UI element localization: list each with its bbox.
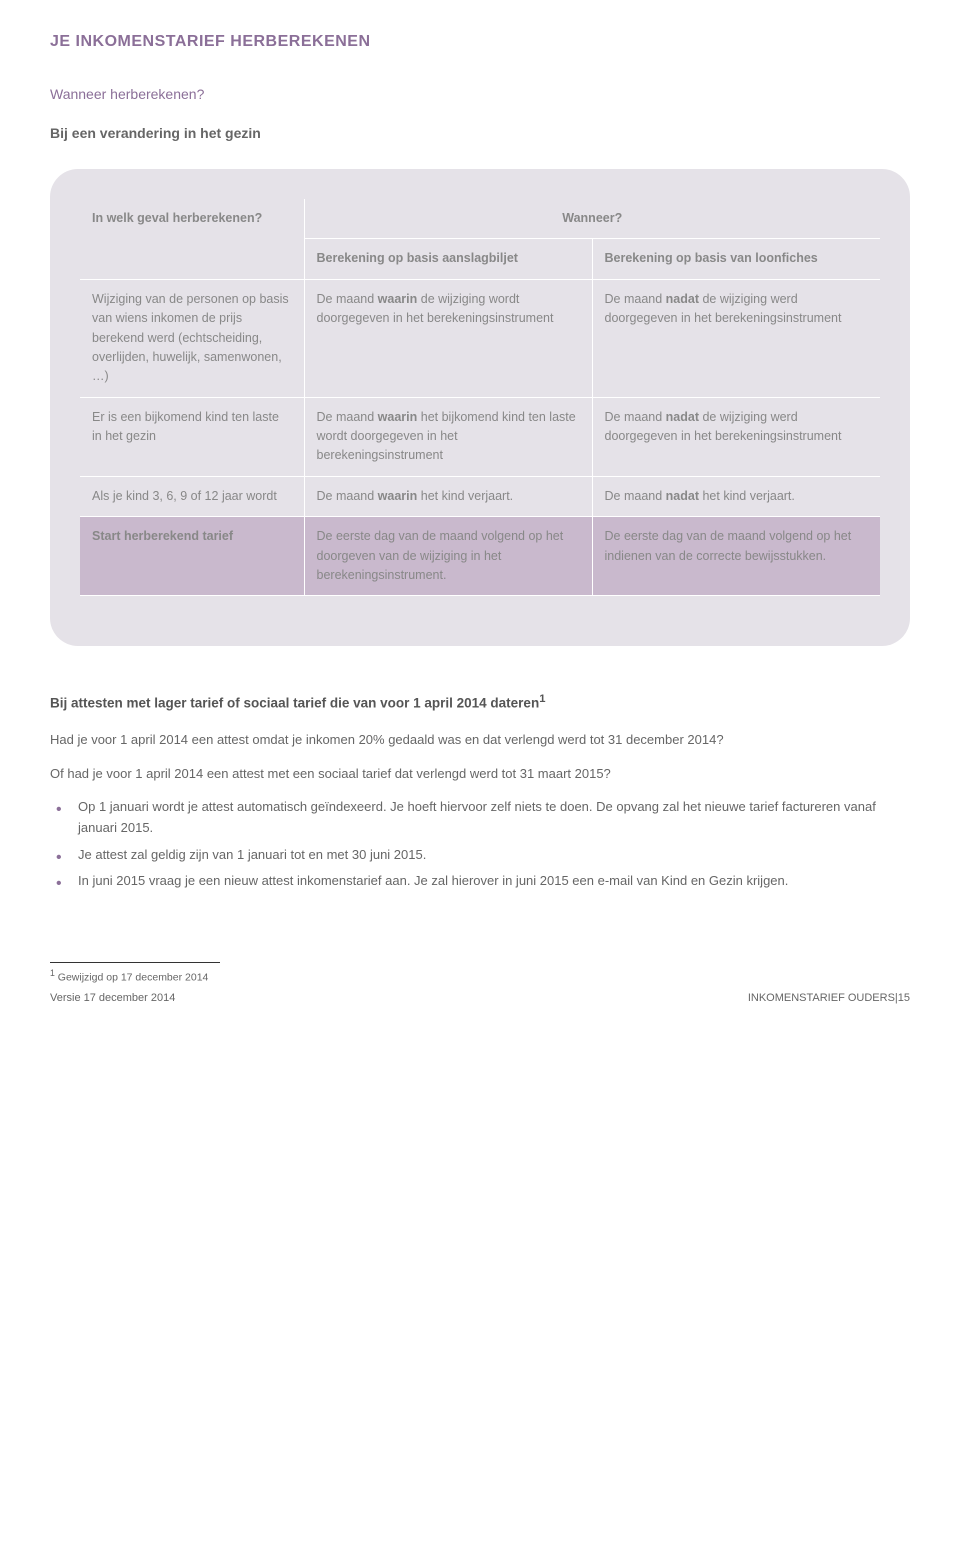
section-a-heading: Bij een verandering in het gezin [50, 123, 910, 144]
cell-basis-loonfiches: De maand nadat de wijziging werd doorgeg… [592, 397, 880, 476]
cell-start-tarief: Start herberekend tarief [80, 517, 304, 596]
col2-header: Berekening op basis van loonfiches [592, 239, 880, 279]
cell-start-loonfiches: De eerste dag van de maand volgend op he… [592, 517, 880, 596]
recalculate-table: In welk geval herberekenen? Wanneer? Ber… [80, 199, 880, 596]
section-b-heading: Bij attesten met lager tarief of sociaal… [50, 691, 910, 714]
cell-situation: Wijziging van de personen op basis van w… [80, 279, 304, 397]
col1-header: Berekening op basis aanslagbiljet [304, 239, 592, 279]
cell-situation: Als je kind 3, 6, 9 of 12 jaar wordt [80, 476, 304, 516]
subtitle: Wanneer herberekenen? [50, 84, 910, 105]
section-b-p1: Had je voor 1 april 2014 een attest omda… [50, 730, 910, 750]
table-row: Er is een bijkomend kind ten laste in he… [80, 397, 880, 476]
cell-basis-aanslag: De maand waarin de wijziging wordt doorg… [304, 279, 592, 397]
cell-situation: Er is een bijkomend kind ten laste in he… [80, 397, 304, 476]
bullet-list: Op 1 januari wordt je attest automatisch… [50, 797, 910, 892]
cell-start-aanslag: De eerste dag van de maand volgend op he… [304, 517, 592, 596]
footer-pageref: INKOMENSTARIEF OUDERS|15 [748, 990, 910, 1007]
span-header: Wanneer? [304, 199, 880, 239]
table-row: Wijziging van de personen op basis van w… [80, 279, 880, 397]
table-card: In welk geval herberekenen? Wanneer? Ber… [50, 169, 910, 646]
page-title: JE INKOMENSTARIEF HERBEREKENEN [50, 30, 910, 54]
cell-basis-loonfiches: De maand nadat de wijziging werd doorgeg… [592, 279, 880, 397]
page-footer: Versie 17 december 2014 INKOMENSTARIEF O… [50, 990, 910, 1007]
list-item: Op 1 januari wordt je attest automatisch… [50, 797, 910, 839]
footnote: 1 Gewijzigd op 17 december 2014 [50, 967, 910, 986]
cell-basis-aanslag: De maand waarin het kind verjaart. [304, 476, 592, 516]
cell-basis-loonfiches: De maand nadat het kind verjaart. [592, 476, 880, 516]
list-item: Je attest zal geldig zijn van 1 januari … [50, 845, 910, 866]
footer-version: Versie 17 december 2014 [50, 990, 175, 1007]
table-row: Als je kind 3, 6, 9 of 12 jaar wordt De … [80, 476, 880, 516]
footnote-rule [50, 962, 220, 963]
col0-header: In welk geval herberekenen? [80, 199, 304, 279]
cell-basis-aanslag: De maand waarin het bijkomend kind ten l… [304, 397, 592, 476]
section-b-p2: Of had je voor 1 april 2014 een attest m… [50, 764, 910, 784]
list-item: In juni 2015 vraag je een nieuw attest i… [50, 871, 910, 892]
table-row-highlight: Start herberekend tarief De eerste dag v… [80, 517, 880, 596]
